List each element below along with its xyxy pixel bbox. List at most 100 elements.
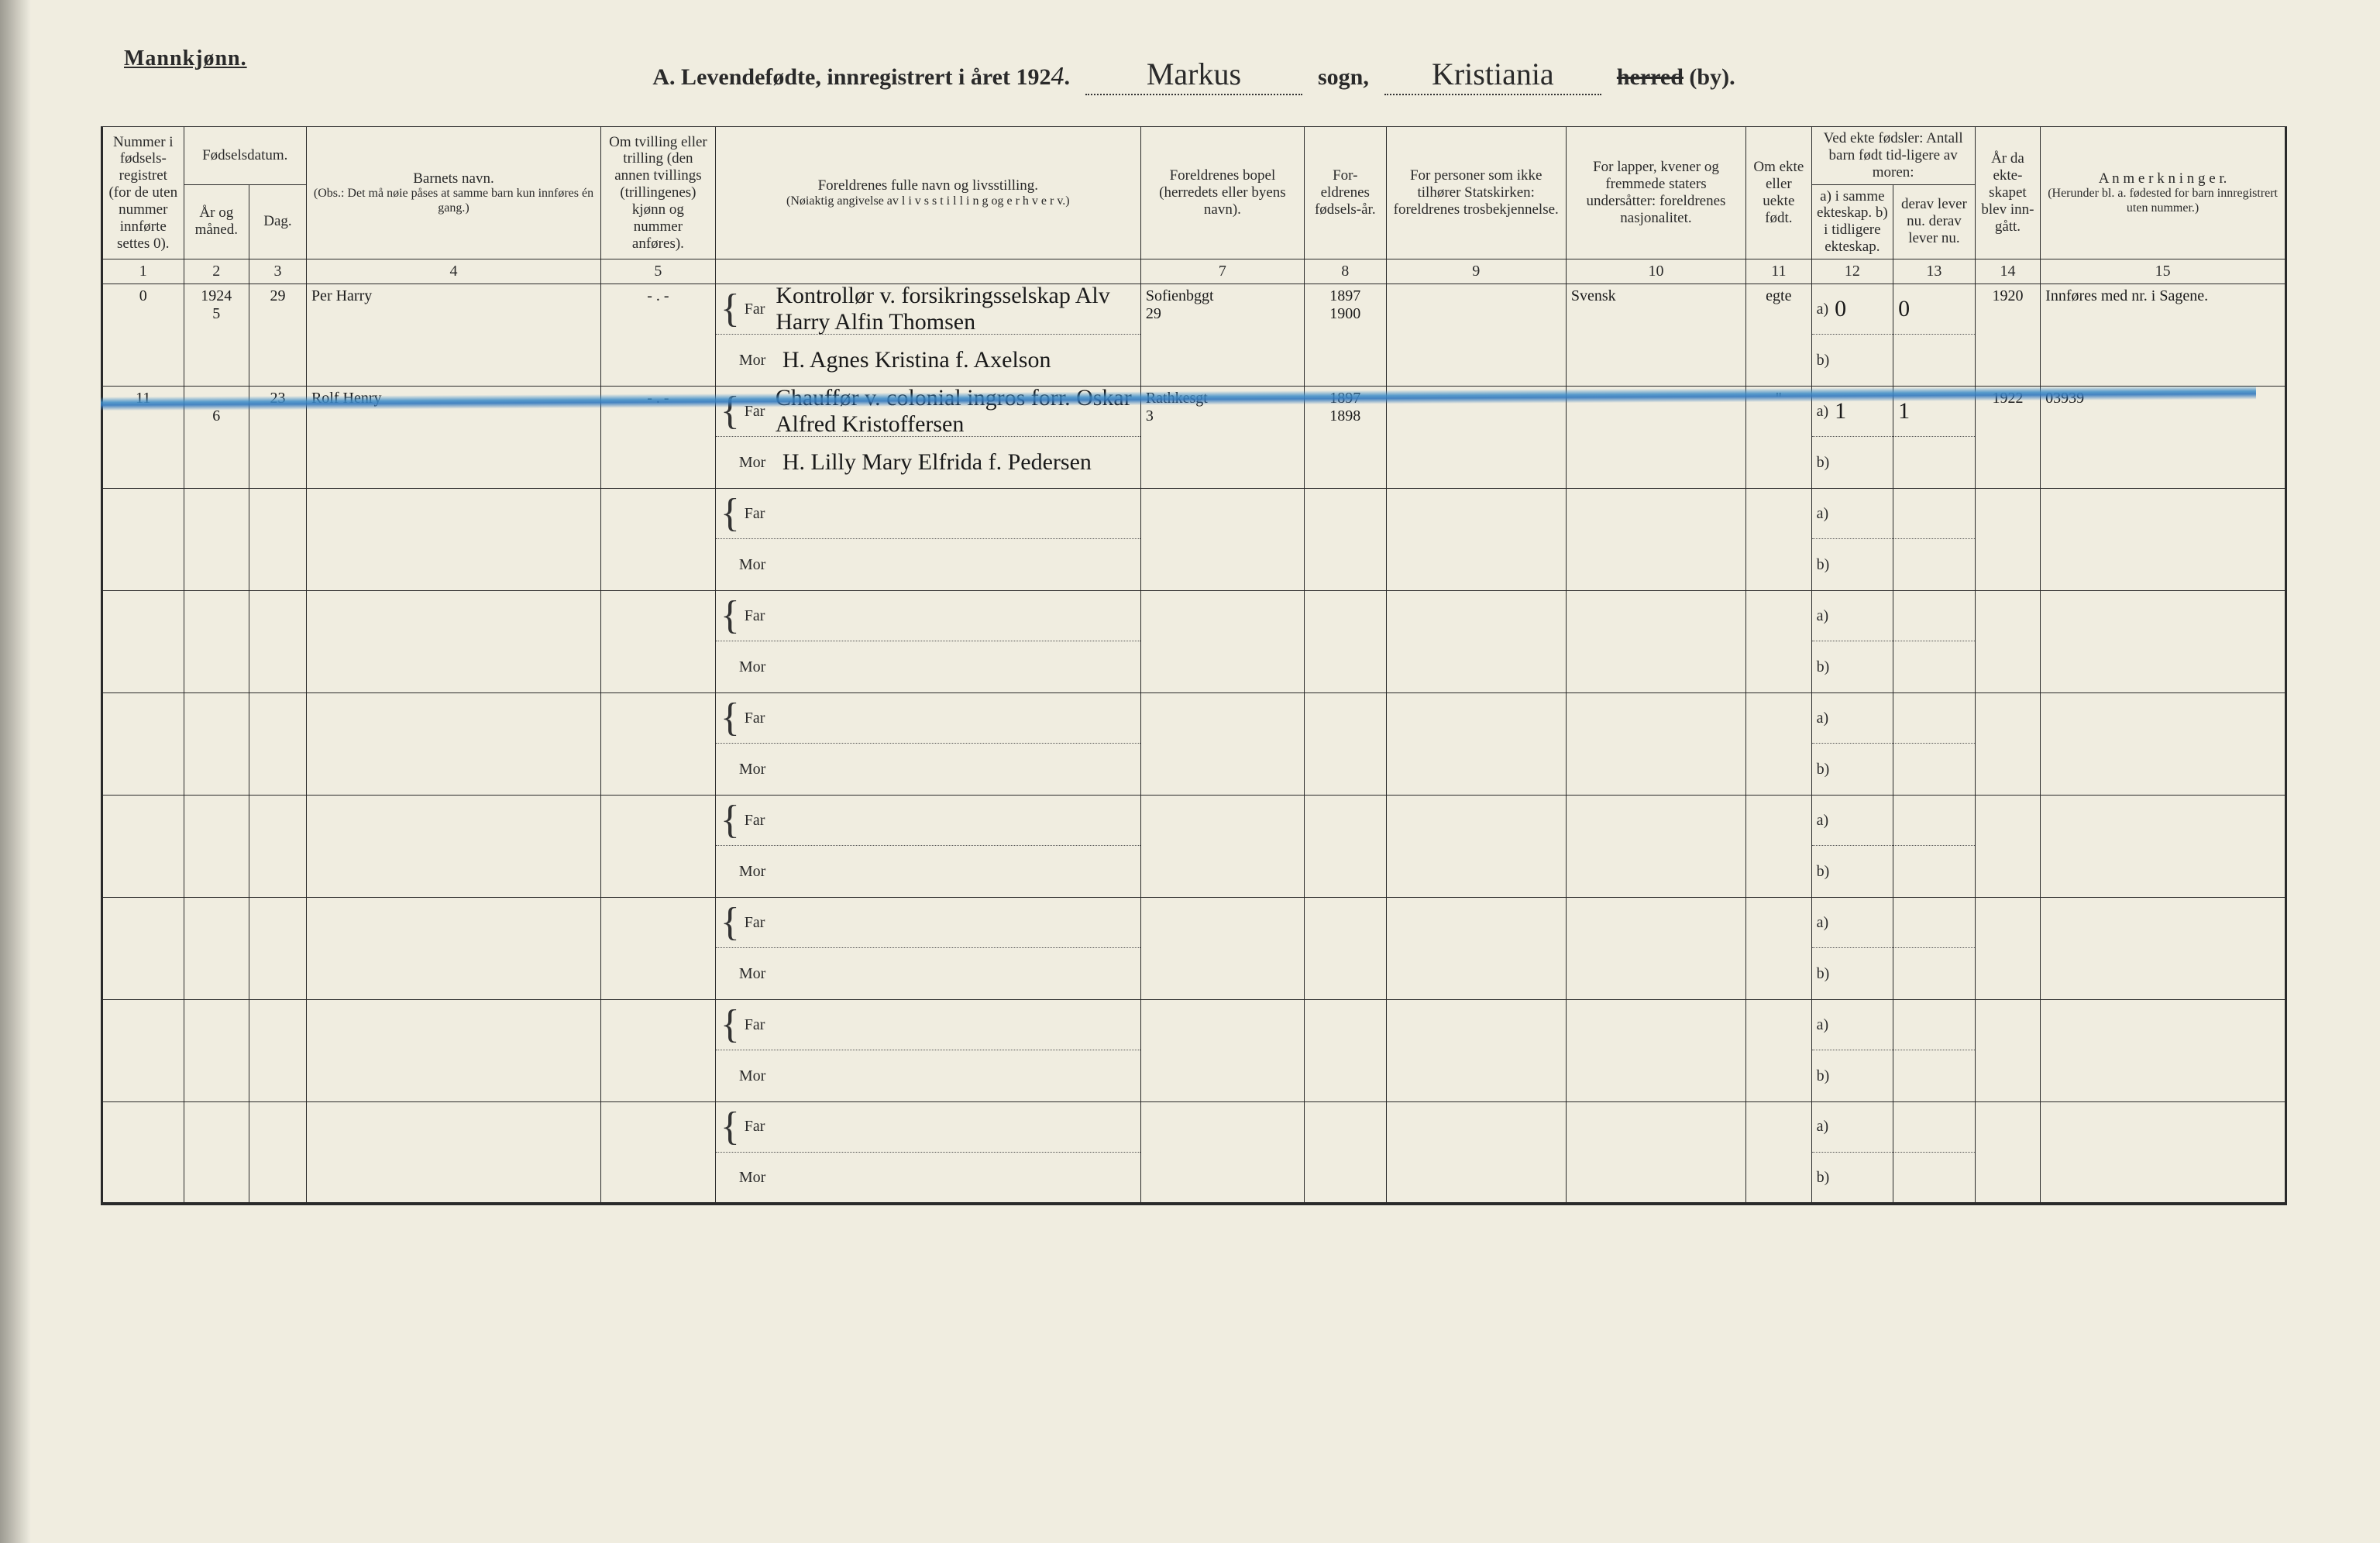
a-label: a) bbox=[1817, 914, 1829, 932]
a-lever-line bbox=[1893, 591, 1975, 642]
b-lever-line bbox=[1893, 539, 1975, 590]
title-prefix: A. Levendefødte, innregistrert i året 19… bbox=[652, 62, 1070, 91]
num-cell bbox=[102, 999, 184, 1101]
year-cell: 6 bbox=[184, 386, 249, 488]
b-line: b) bbox=[1812, 948, 1893, 999]
mor-label: Mor bbox=[739, 352, 775, 369]
aar-ekte-cell bbox=[1975, 795, 2040, 897]
parents-cell: { Far Chauffør v. colonial ingros forr. … bbox=[715, 386, 1140, 488]
ekte-cell: " bbox=[1746, 386, 1811, 488]
b-line: b) bbox=[1812, 846, 1893, 897]
column-number-row: 1 2 3 4 5 7 8 9 10 11 12 13 14 15 bbox=[102, 259, 2286, 284]
far-label: Far bbox=[745, 914, 780, 932]
a-label: a) bbox=[1817, 1016, 1829, 1034]
a-line: a)1 bbox=[1812, 387, 1893, 438]
faar-cell bbox=[1305, 795, 1387, 897]
mor-line: Mor bbox=[716, 1050, 1140, 1101]
mor-value: H. Agnes Kristina f. Axelson bbox=[782, 347, 1051, 374]
ekte-cell bbox=[1746, 692, 1811, 795]
tro-cell bbox=[1386, 692, 1566, 795]
anm-cell bbox=[2041, 1101, 2286, 1204]
parents-cell: { Far Mor bbox=[715, 590, 1140, 692]
far-line: { Far bbox=[716, 898, 1140, 949]
mor-label: Mor bbox=[739, 863, 775, 881]
ab-lever-cell bbox=[1893, 999, 1976, 1101]
col-9-header: For personer som ikke tilhører Statskirk… bbox=[1386, 127, 1566, 259]
bopel-cell: Sofienbggt29 bbox=[1140, 284, 1304, 386]
ekte-cell bbox=[1746, 1101, 1811, 1204]
twin-cell: - . - bbox=[601, 386, 716, 488]
faar-cell: 18971900 bbox=[1305, 284, 1387, 386]
num-cell: 0 bbox=[102, 284, 184, 386]
brace-icon: { bbox=[721, 401, 740, 421]
b-label: b) bbox=[1817, 761, 1830, 778]
ab-lever-cell bbox=[1893, 692, 1976, 795]
b-line: b) bbox=[1812, 437, 1893, 488]
mor-line: Mor H. Agnes Kristina f. Axelson bbox=[716, 335, 1140, 386]
brace-icon: { bbox=[721, 1117, 740, 1137]
brace-icon: { bbox=[721, 912, 740, 933]
far-line: { Far bbox=[716, 489, 1140, 540]
name-cell bbox=[306, 897, 600, 999]
brace-icon: { bbox=[721, 299, 740, 319]
b-label: b) bbox=[1817, 1067, 1830, 1085]
day-cell bbox=[249, 1101, 307, 1204]
a-lever-line bbox=[1893, 796, 1975, 847]
a-line: a) bbox=[1812, 796, 1893, 847]
table-row: { Far Mor a) b) bbox=[102, 590, 2286, 692]
year-cell bbox=[184, 1101, 249, 1204]
day-cell bbox=[249, 692, 307, 795]
far-line: { Far bbox=[716, 796, 1140, 847]
mor-line: Mor bbox=[716, 641, 1140, 692]
ab-lever-cell bbox=[1893, 897, 1976, 999]
year-cell bbox=[184, 488, 249, 590]
ab-cell: a) b) bbox=[1811, 897, 1893, 999]
faar-cell bbox=[1305, 692, 1387, 795]
faar-cell bbox=[1305, 590, 1387, 692]
faar-cell bbox=[1305, 897, 1387, 999]
mor-label: Mor bbox=[739, 658, 775, 676]
table-row: { Far Mor a) b) bbox=[102, 1101, 2286, 1204]
far-label: Far bbox=[745, 1118, 780, 1136]
faar-cell bbox=[1305, 488, 1387, 590]
nat-cell bbox=[1566, 488, 1745, 590]
ab-cell: a) b) bbox=[1811, 795, 1893, 897]
a-line: a) bbox=[1812, 591, 1893, 642]
b-label: b) bbox=[1817, 863, 1830, 881]
parents-cell: { Far Mor bbox=[715, 488, 1140, 590]
ab-cell: a) b) bbox=[1811, 1101, 1893, 1204]
ab-cell: a)0 b) bbox=[1811, 284, 1893, 386]
a-lever-line bbox=[1893, 693, 1975, 744]
aar-ekte-cell bbox=[1975, 897, 2040, 999]
year-cell: 19245 bbox=[184, 284, 249, 386]
year-cell bbox=[184, 897, 249, 999]
mor-label: Mor bbox=[739, 454, 775, 472]
col-2-3-group: Fødselsdatum. bbox=[184, 127, 306, 185]
brace-icon: { bbox=[721, 606, 740, 626]
a-label: a) bbox=[1817, 1118, 1829, 1136]
far-label: Far bbox=[745, 1016, 780, 1034]
table-row: 11623Rolf Henry- . - { Far Chauffør v. c… bbox=[102, 386, 2286, 488]
twin-cell bbox=[601, 1101, 716, 1204]
twin-cell bbox=[601, 488, 716, 590]
twin-cell bbox=[601, 897, 716, 999]
aar-ekte-cell bbox=[1975, 999, 2040, 1101]
ab-cell: a)1 b) bbox=[1811, 386, 1893, 488]
num-cell bbox=[102, 897, 184, 999]
ledger-page: Mannkjønn. A. Levendefødte, innregistrer… bbox=[0, 0, 2380, 1543]
aar-ekte-cell bbox=[1975, 1101, 2040, 1204]
ab-lever-cell bbox=[1893, 488, 1976, 590]
ekte-cell bbox=[1746, 999, 1811, 1101]
day-cell: 23 bbox=[249, 386, 307, 488]
name-cell bbox=[306, 999, 600, 1101]
bopel-cell bbox=[1140, 1101, 1304, 1204]
anm-cell: Innføres med nr. i Sagene. bbox=[2041, 284, 2286, 386]
col-4-header: Barnets navn. (Obs.: Det må nøie påses a… bbox=[306, 127, 600, 259]
sogn-label: sogn, bbox=[1318, 64, 1369, 91]
ekte-cell bbox=[1746, 897, 1811, 999]
b-line: b) bbox=[1812, 335, 1893, 386]
a-lever-line bbox=[1893, 489, 1975, 540]
a-lever-line: 1 bbox=[1893, 387, 1975, 438]
brace-icon: { bbox=[721, 708, 740, 728]
b-label: b) bbox=[1817, 1169, 1830, 1187]
